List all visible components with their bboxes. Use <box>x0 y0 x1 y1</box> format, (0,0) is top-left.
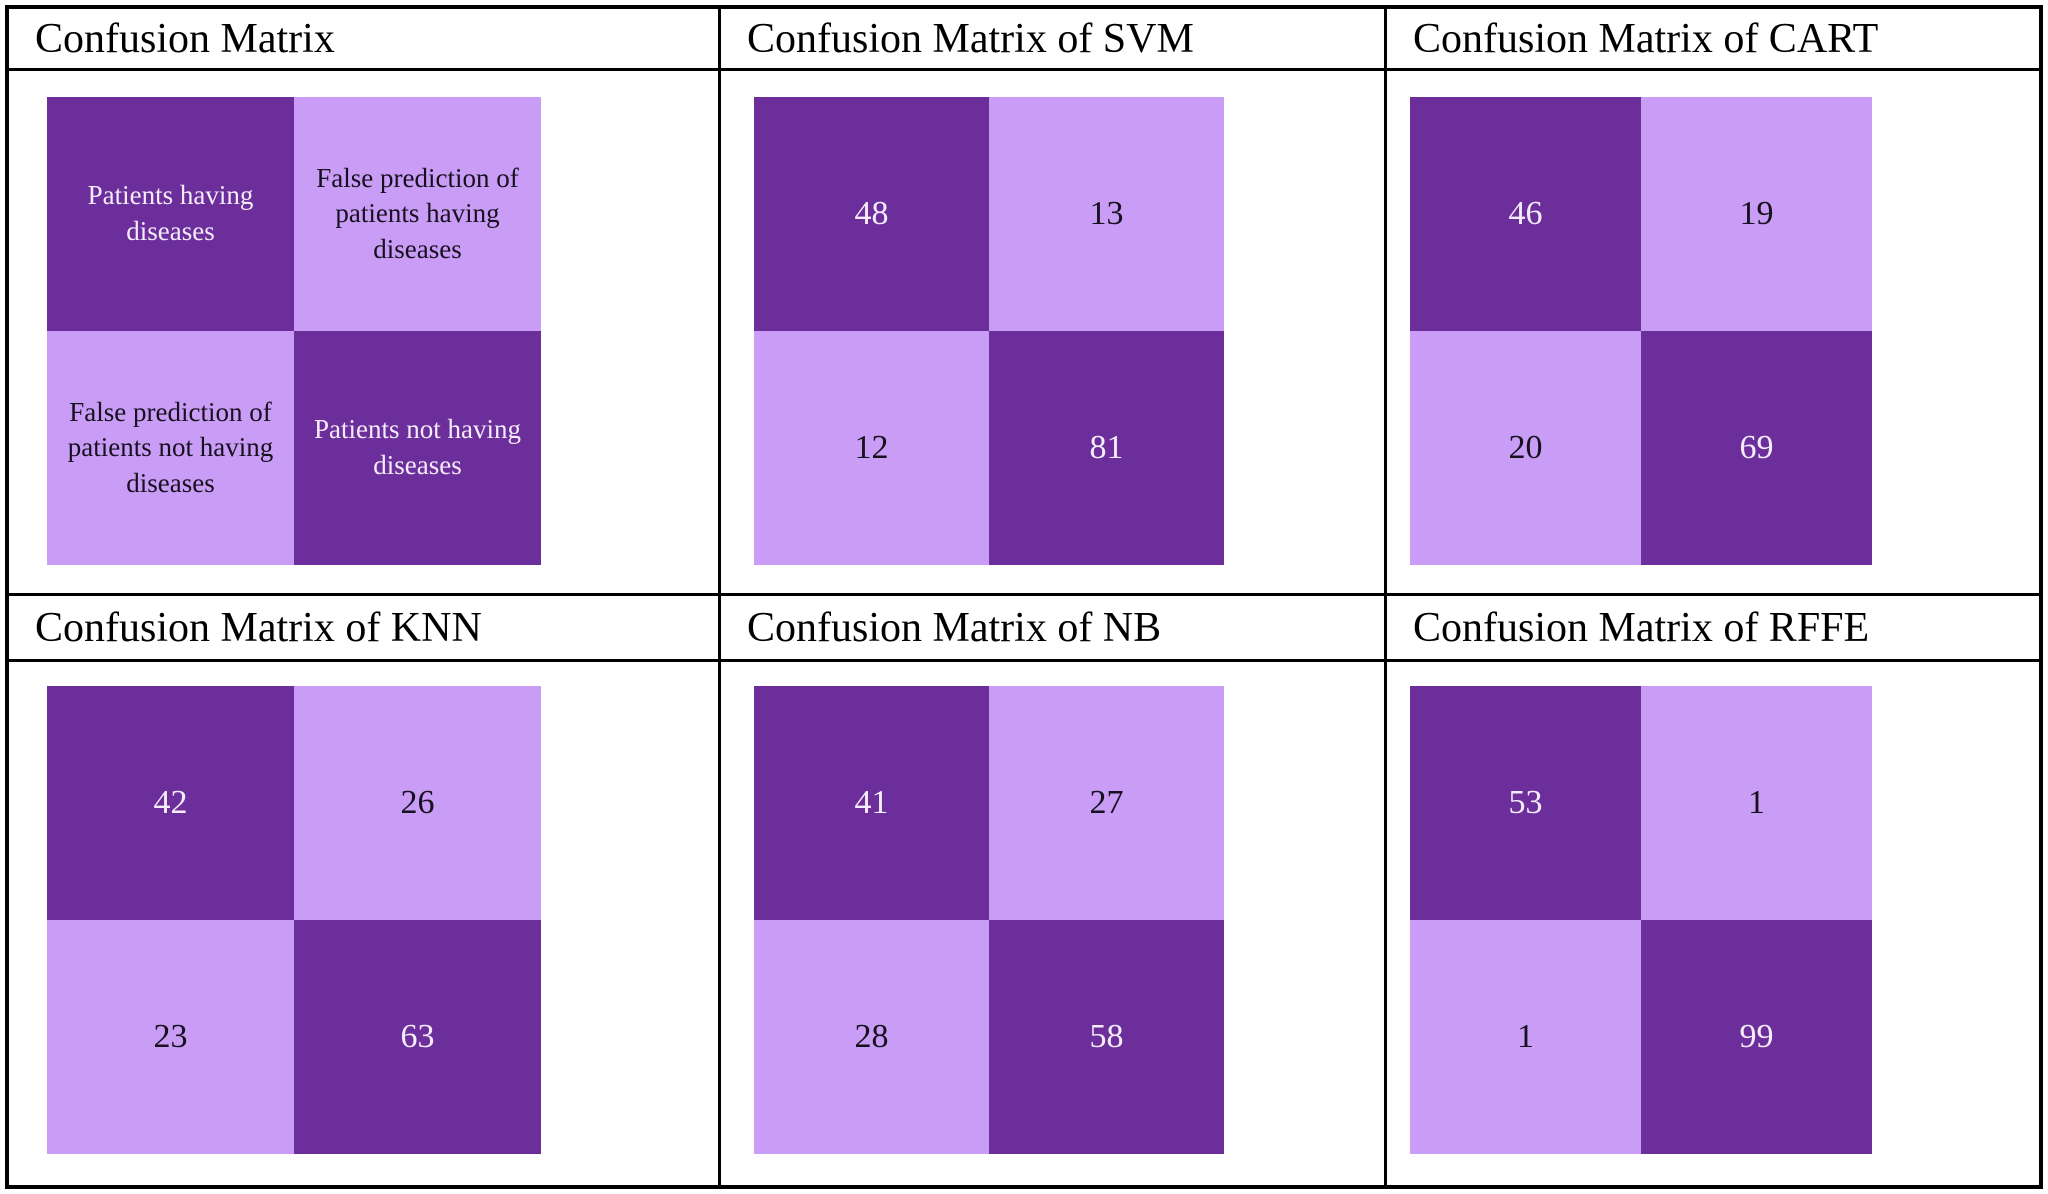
panel-title-knn: Confusion Matrix of KNN <box>35 604 482 651</box>
matrix-value: 69 <box>1739 429 1774 466</box>
matrix-value: 58 <box>1089 1018 1124 1055</box>
matrix-cell-bottom-left: 12 <box>754 331 989 565</box>
panel-header-nb: Confusion Matrix of NB <box>721 596 1387 662</box>
matrix-value: 19 <box>1739 195 1774 232</box>
matrix-cell-top-left: 46 <box>1410 97 1641 331</box>
panel-body-legend: Patients having diseases False predictio… <box>9 71 721 596</box>
panel-header-rffe: Confusion Matrix of RFFE <box>1387 596 2039 662</box>
matrix-value: 26 <box>400 784 435 821</box>
panel-title-legend: Confusion Matrix <box>35 15 335 62</box>
matrix-cell-top-right: 19 <box>1641 97 1872 331</box>
panel-title-svm: Confusion Matrix of SVM <box>747 15 1194 62</box>
matrix-cell-top-right: 27 <box>989 686 1224 920</box>
legend-label-false-positive: False prediction of patients having dise… <box>316 162 519 264</box>
confusion-matrix-nb: 41 27 28 58 <box>754 686 1224 1154</box>
legend-label-true-positive: Patients having diseases <box>87 180 254 246</box>
matrix-value: 53 <box>1508 784 1543 821</box>
matrix-cell-bottom-left: 23 <box>47 920 294 1154</box>
confusion-matrix-rffe: 53 1 1 99 <box>1410 686 1872 1154</box>
matrix-cell-top-left: 48 <box>754 97 989 331</box>
legend-label-false-negative: False prediction of patients not having … <box>67 396 274 498</box>
panel-body-nb: 41 27 28 58 <box>721 662 1387 1185</box>
panel-header-knn: Confusion Matrix of KNN <box>9 596 721 662</box>
panel-title-rffe: Confusion Matrix of RFFE <box>1413 604 1870 651</box>
matrix-value: 48 <box>854 195 889 232</box>
confusion-matrix-table: Confusion Matrix Confusion Matrix of SVM… <box>5 5 2043 1189</box>
matrix-cell-top-right: 13 <box>989 97 1224 331</box>
matrix-cell-bottom-left: False prediction of patients not having … <box>47 331 294 565</box>
matrix-value: 42 <box>153 784 188 821</box>
confusion-matrix-svm: 48 13 12 81 <box>754 97 1224 565</box>
matrix-value: 28 <box>854 1018 889 1055</box>
confusion-matrix-cart: 46 19 20 69 <box>1410 97 1872 565</box>
confusion-matrix-legend: Patients having diseases False predictio… <box>47 97 541 565</box>
matrix-cell-top-left: Patients having diseases <box>47 97 294 331</box>
panel-title-cart: Confusion Matrix of CART <box>1413 15 1879 62</box>
legend-label-true-negative: Patients not having diseases <box>314 414 521 480</box>
matrix-value: 81 <box>1089 429 1124 466</box>
matrix-cell-bottom-left: 20 <box>1410 331 1641 565</box>
matrix-value: 1 <box>1748 784 1765 821</box>
matrix-cell-bottom-right: 69 <box>1641 331 1872 565</box>
matrix-cell-bottom-left: 1 <box>1410 920 1641 1154</box>
matrix-cell-bottom-left: 28 <box>754 920 989 1154</box>
panel-body-knn: 42 26 23 63 <box>9 662 721 1185</box>
panel-header-cart: Confusion Matrix of CART <box>1387 9 2039 71</box>
matrix-value: 99 <box>1739 1018 1774 1055</box>
matrix-cell-top-right: 1 <box>1641 686 1872 920</box>
matrix-cell-bottom-right: 63 <box>294 920 541 1154</box>
matrix-cell-top-left: 53 <box>1410 686 1641 920</box>
matrix-value: 46 <box>1508 195 1543 232</box>
matrix-value: 63 <box>400 1018 435 1055</box>
matrix-cell-top-left: 41 <box>754 686 989 920</box>
matrix-value: 27 <box>1089 784 1124 821</box>
matrix-value: 23 <box>153 1018 188 1055</box>
matrix-cell-bottom-right: Patients not having diseases <box>294 331 541 565</box>
matrix-cell-top-right: 26 <box>294 686 541 920</box>
matrix-value: 1 <box>1517 1018 1534 1055</box>
matrix-cell-bottom-right: 99 <box>1641 920 1872 1154</box>
panel-body-rffe: 53 1 1 99 <box>1387 662 2039 1185</box>
panel-header-svm: Confusion Matrix of SVM <box>721 9 1387 71</box>
matrix-value: 41 <box>854 784 889 821</box>
matrix-cell-top-left: 42 <box>47 686 294 920</box>
matrix-value: 20 <box>1508 429 1543 466</box>
matrix-cell-bottom-right: 58 <box>989 920 1224 1154</box>
panel-body-svm: 48 13 12 81 <box>721 71 1387 596</box>
confusion-matrix-knn: 42 26 23 63 <box>47 686 541 1154</box>
panel-title-nb: Confusion Matrix of NB <box>747 604 1162 651</box>
matrix-cell-top-right: False prediction of patients having dise… <box>294 97 541 331</box>
matrix-value: 12 <box>854 429 889 466</box>
panel-body-cart: 46 19 20 69 <box>1387 71 2039 596</box>
panel-header-legend: Confusion Matrix <box>9 9 721 71</box>
matrix-value: 13 <box>1089 195 1124 232</box>
matrix-cell-bottom-right: 81 <box>989 331 1224 565</box>
